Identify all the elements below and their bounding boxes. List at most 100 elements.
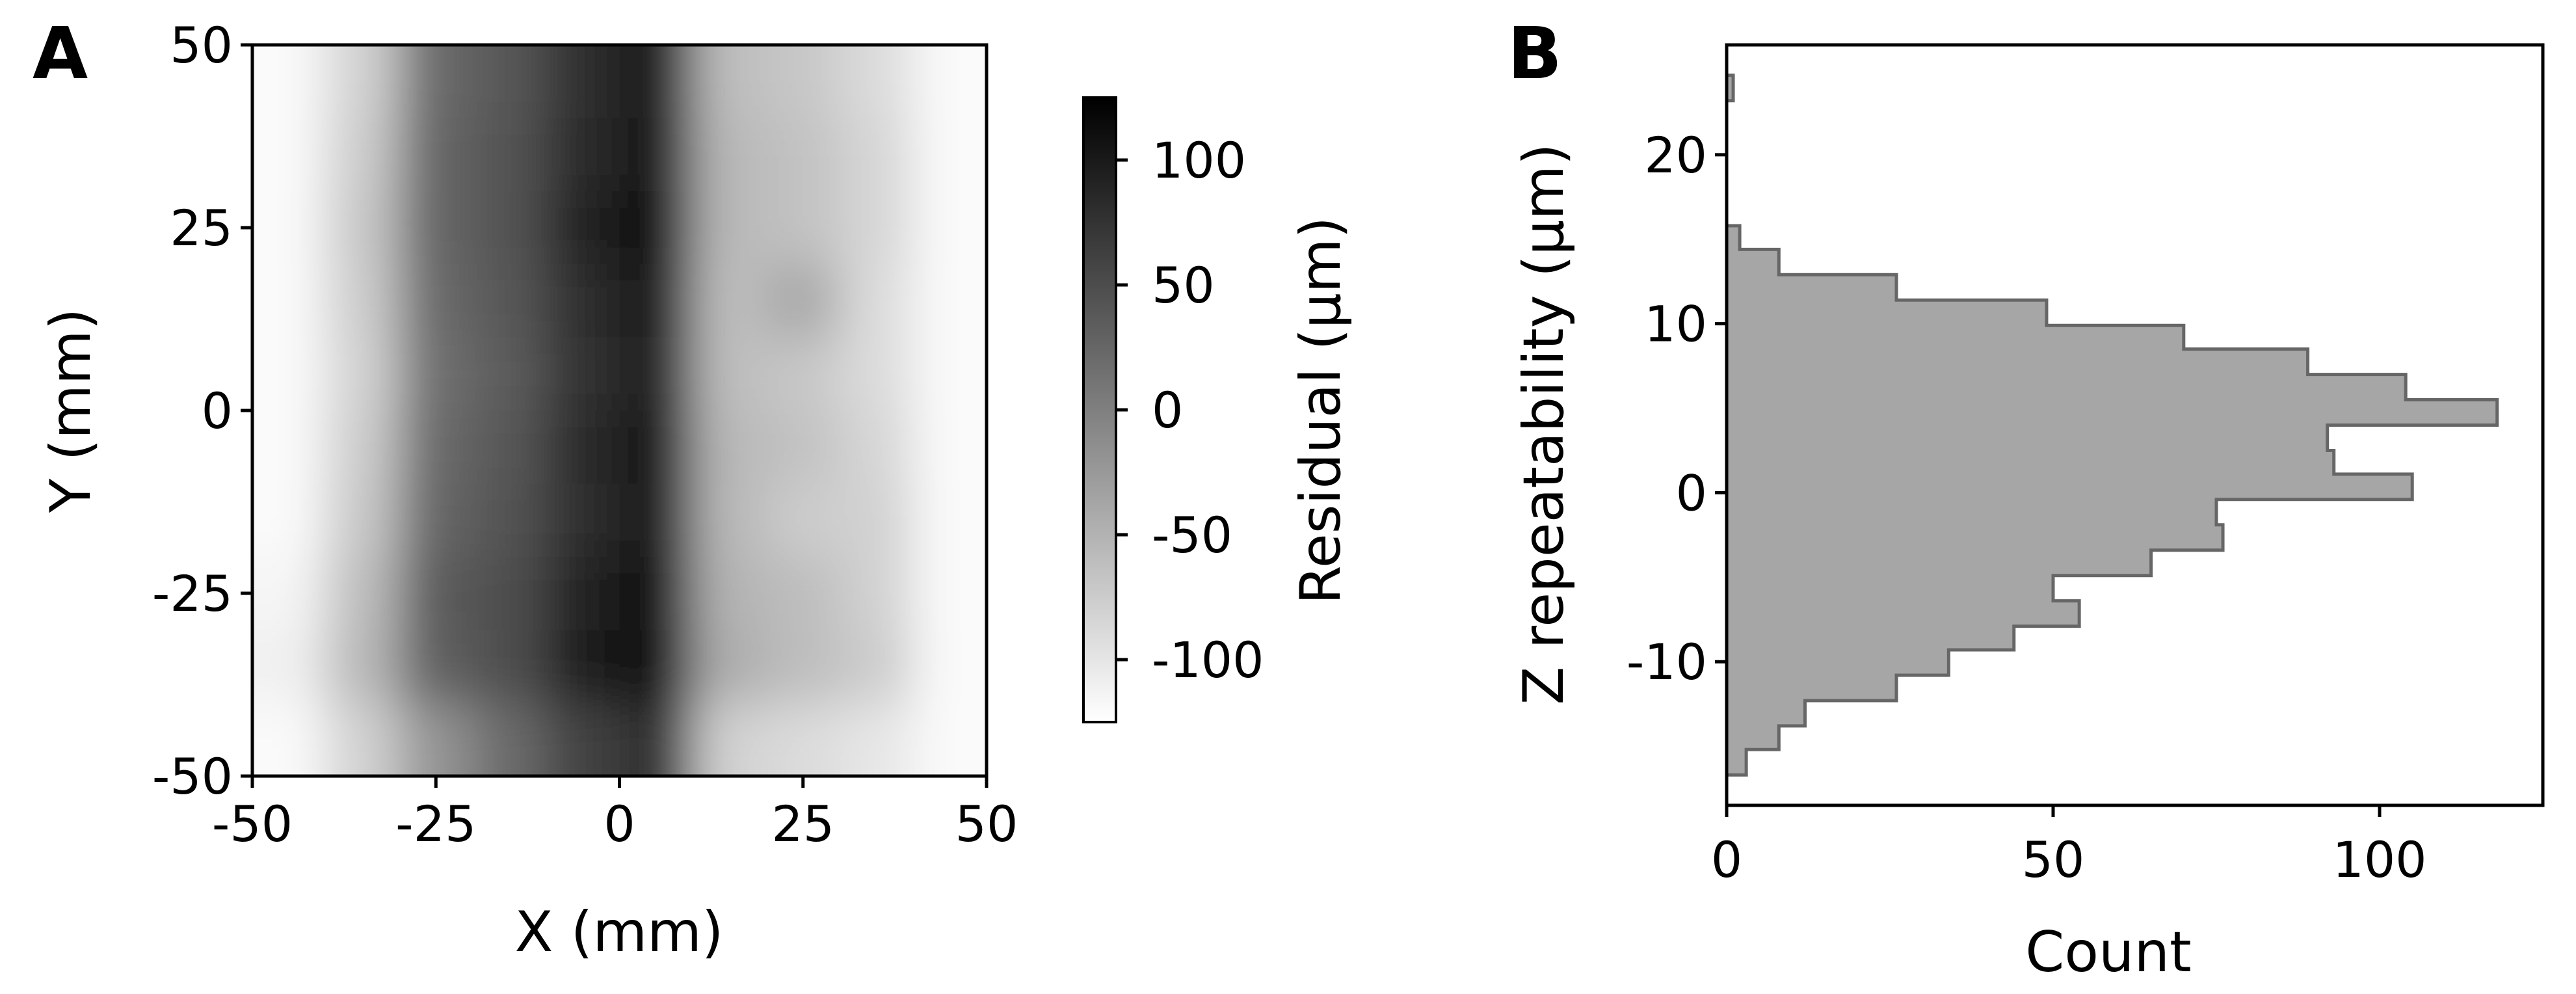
heatmap-y-tick-label: 25 — [170, 199, 233, 257]
heatmap-cell — [766, 410, 841, 485]
heatmap-cell — [546, 410, 620, 485]
heatmap-cell — [252, 630, 326, 704]
histogram-y-tick-label: 20 — [1644, 126, 1707, 184]
heatmap-cell — [546, 45, 620, 119]
heatmap-cell — [325, 483, 400, 557]
heatmap-cell — [472, 45, 547, 119]
heatmap-cells — [252, 45, 987, 776]
heatmap-cell — [913, 483, 987, 557]
heatmap-cell — [325, 191, 400, 265]
histogram-y-ticks: -10 0 10 20 — [1627, 126, 1727, 691]
heatmap-cell — [766, 337, 841, 411]
heatmap-cell — [766, 630, 841, 704]
heatmap-y-label: Y (mm) — [38, 308, 103, 514]
heatmap-y-tick-label: 0 — [202, 382, 233, 440]
heatmap-cell — [252, 264, 326, 338]
heatmap-cell — [399, 337, 473, 411]
heatmap-cell — [840, 118, 914, 192]
heatmap-y-tick-label: 50 — [170, 16, 233, 74]
heatmap-cell — [546, 703, 620, 776]
histogram-y-tick-label: -10 — [1627, 633, 1707, 691]
heatmap-cell — [693, 191, 767, 265]
heatmap-cell — [619, 483, 694, 557]
heatmap-cell — [619, 337, 694, 411]
heatmap-cell — [252, 118, 326, 192]
heatmap-x-ticks: -50 -25 0 25 50 — [212, 776, 1018, 853]
heatmap-cell — [252, 556, 326, 631]
heatmap-cell — [693, 556, 767, 631]
heatmap-cell — [840, 630, 914, 704]
colorbar-tick-label: 100 — [1152, 131, 1246, 189]
heatmap-cell — [766, 556, 841, 631]
heatmap-cell — [913, 337, 987, 411]
heatmap-cell — [546, 118, 620, 192]
histogram-x-tick-label: 100 — [2332, 831, 2426, 889]
heatmap-x-tick-label: 25 — [771, 795, 834, 853]
heatmap-cell — [766, 703, 841, 776]
heatmap-cell — [472, 703, 547, 776]
heatmap-cell — [693, 118, 767, 192]
heatmap-cell — [399, 630, 473, 704]
heatmap-cell — [840, 191, 914, 265]
heatmap-cell — [325, 703, 400, 776]
panel-a-label: A — [33, 12, 88, 95]
heatmap-cell — [913, 264, 987, 338]
heatmap-cell — [619, 556, 694, 631]
heatmap-cell — [546, 191, 620, 265]
heatmap-cell — [399, 191, 473, 265]
heatmap-cell — [399, 410, 473, 485]
heatmap-cell — [472, 264, 547, 338]
heatmap-x-tick-label: -50 — [212, 795, 293, 853]
heatmap-cell — [693, 264, 767, 338]
heatmap-cell — [472, 410, 547, 485]
heatmap-cell — [913, 118, 987, 192]
heatmap-panel: -50 -25 0 25 50 -50 -25 0 25 50 X (mm) Y (mm) — [38, 16, 1018, 965]
heatmap-cell — [472, 337, 547, 411]
heatmap-cell — [693, 483, 767, 557]
heatmap-cell — [252, 337, 326, 411]
histogram-x-tick-label: 50 — [2022, 831, 2085, 889]
heatmap-cell — [840, 45, 914, 119]
heatmap-cell — [546, 337, 620, 411]
heatmap-cell — [472, 630, 547, 704]
heatmap-cell — [693, 337, 767, 411]
heatmap-cell — [766, 118, 841, 192]
heatmap-cell — [325, 556, 400, 631]
heatmap-cell — [619, 118, 694, 192]
heatmap-cell — [325, 410, 400, 485]
heatmap-cell — [472, 191, 547, 265]
colorbar-tick-label: 0 — [1152, 381, 1183, 439]
heatmap-cell — [840, 264, 914, 338]
heatmap-cell — [693, 703, 767, 776]
heatmap-cell — [766, 264, 841, 338]
heatmap-cell — [399, 264, 473, 338]
colorbar-tick-label: -50 — [1152, 506, 1232, 564]
heatmap-y-tick-label: -25 — [152, 565, 233, 623]
colorbar-label: Residual (µm) — [1288, 217, 1353, 604]
colorbar-gradient — [1082, 96, 1117, 723]
heatmap-cell — [840, 703, 914, 776]
histogram-y-tick-label: 0 — [1676, 464, 1707, 522]
heatmap-cell — [252, 45, 326, 119]
heatmap-cell — [472, 556, 547, 631]
heatmap-cell — [840, 556, 914, 631]
heatmap-cell — [399, 483, 473, 557]
heatmap-cell — [399, 118, 473, 192]
histogram-y-tick-label: 10 — [1644, 295, 1707, 353]
heatmap-cell — [325, 264, 400, 338]
panel-b-label: B — [1507, 12, 1562, 95]
heatmap-cell — [546, 556, 620, 631]
colorbar-tick-label: 50 — [1152, 256, 1215, 314]
histogram-panel: 0 50 100 -10 0 10 20 Count Z repeatability (µ… — [1511, 43, 2545, 985]
heatmap-cell — [766, 483, 841, 557]
heatmap-cell — [913, 45, 987, 119]
heatmap-cell — [252, 703, 326, 776]
heatmap-cell — [325, 630, 400, 704]
heatmap-cell — [325, 337, 400, 411]
colorbar-tick-label: -100 — [1152, 631, 1264, 689]
heatmap-cell — [913, 703, 987, 776]
heatmap-cell — [325, 45, 400, 119]
heatmap-x-tick-label: 0 — [604, 795, 635, 853]
histogram-x-label: Count — [2025, 920, 2191, 985]
